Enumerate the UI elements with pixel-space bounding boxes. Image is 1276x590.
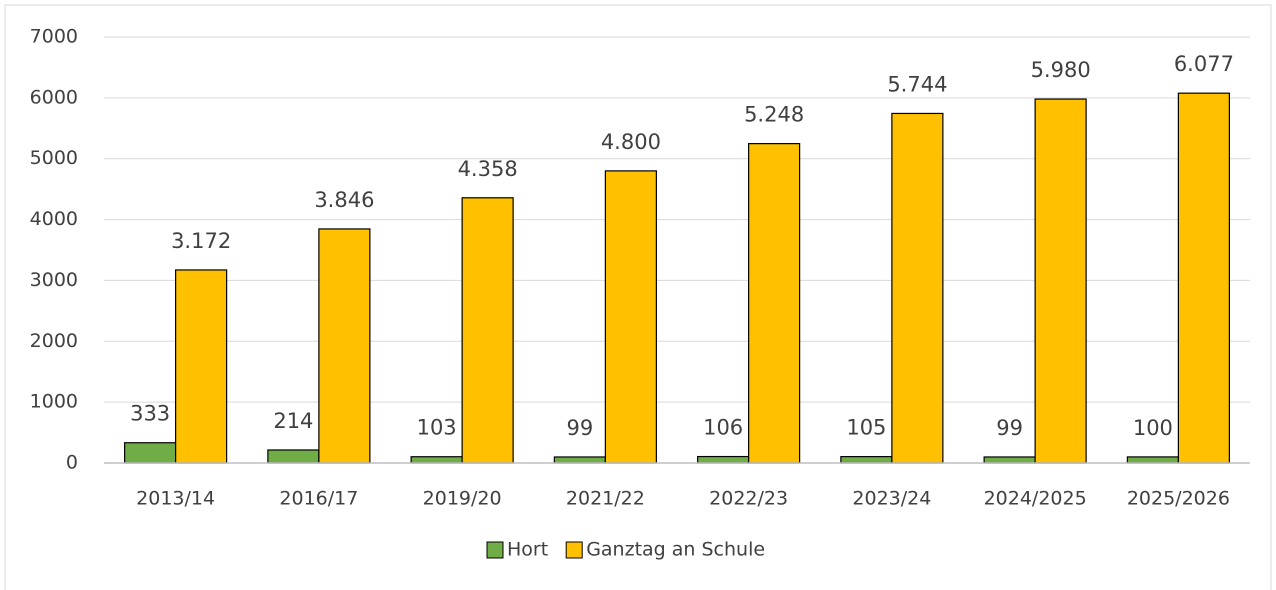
y-tick-label: 7000	[30, 26, 78, 48]
legend-swatch	[565, 541, 583, 559]
y-tick-label: 1000	[30, 391, 78, 413]
y-tick-label: 2000	[30, 330, 78, 352]
bar	[410, 456, 463, 464]
legend-label: Hort	[507, 539, 548, 561]
y-tick-label: 0	[66, 452, 78, 474]
data-label: 214	[273, 409, 313, 433]
bar	[1177, 92, 1230, 464]
legend-label: Ganztag an Schule	[586, 539, 765, 561]
x-tick-label: 2013/14	[136, 488, 215, 510]
data-label: 6.077	[1174, 52, 1234, 76]
bar	[604, 170, 657, 464]
bar	[124, 442, 177, 464]
x-tick-label: 2025/2026	[1127, 488, 1230, 510]
y-tick-label: 5000	[30, 147, 78, 169]
bar	[840, 456, 893, 464]
bar	[267, 449, 320, 464]
x-tick-label: 2021/22	[566, 488, 645, 510]
data-label: 5.248	[744, 103, 804, 127]
data-label: 105	[846, 416, 886, 440]
data-label: 5.980	[1031, 58, 1091, 82]
data-label: 3.846	[314, 188, 374, 212]
data-label: 333	[130, 402, 170, 426]
data-label: 103	[417, 416, 457, 440]
y-tick-label: 6000	[30, 86, 78, 108]
bar	[318, 228, 371, 464]
data-label: 106	[703, 416, 743, 440]
bar	[461, 197, 514, 464]
legend-swatch	[486, 541, 504, 559]
y-tick-label: 3000	[30, 269, 78, 291]
data-label: 4.358	[458, 157, 518, 181]
y-tick-label: 4000	[30, 208, 78, 230]
data-label: 99	[567, 416, 594, 440]
bar	[553, 456, 606, 464]
data-label: 3.172	[171, 229, 231, 253]
bar	[175, 269, 228, 464]
x-tick-label: 2019/20	[423, 488, 502, 510]
bar	[891, 112, 944, 464]
bar	[748, 143, 801, 464]
x-tick-label: 2022/23	[709, 488, 788, 510]
bar	[1126, 456, 1179, 464]
data-label: 99	[996, 416, 1023, 440]
x-tick-label: 2023/24	[852, 488, 931, 510]
chart-border	[4, 4, 1272, 590]
data-label: 4.800	[601, 130, 661, 154]
x-tick-label: 2024/2025	[984, 488, 1087, 510]
bar	[1034, 98, 1087, 464]
x-tick-label: 2016/17	[279, 488, 358, 510]
bar	[697, 455, 750, 464]
bar	[983, 456, 1036, 464]
data-label: 5.744	[887, 72, 947, 96]
data-label: 100	[1133, 416, 1173, 440]
